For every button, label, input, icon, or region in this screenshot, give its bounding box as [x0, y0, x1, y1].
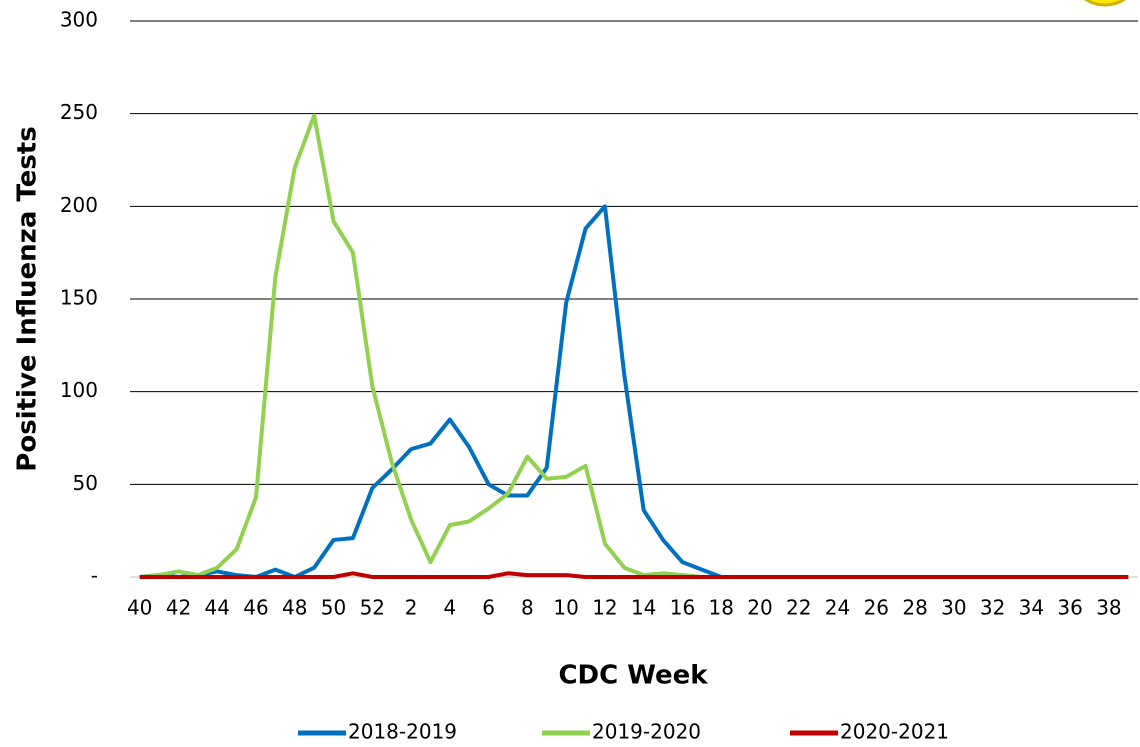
- x-tick-label: 42: [166, 596, 191, 620]
- x-tick-label: 24: [825, 596, 850, 620]
- logo: [1084, 0, 1126, 7]
- x-tick-label: 46: [243, 596, 268, 620]
- x-tick-label: 48: [282, 596, 307, 620]
- x-tick-label: 6: [482, 596, 495, 620]
- y-tick-label: -: [91, 564, 98, 588]
- y-tick-label: 50: [73, 471, 98, 495]
- x-tick-label: 16: [670, 596, 695, 620]
- x-tick-label: 38: [1096, 596, 1121, 620]
- legend-label: 2019-2020: [592, 720, 701, 744]
- y-axis-label: Positive Influenza Tests: [13, 126, 43, 471]
- x-tick-label: 30: [941, 596, 966, 620]
- series-line: [139, 113, 1129, 579]
- x-tick-label: 28: [902, 596, 927, 620]
- x-tick-label: 52: [360, 596, 385, 620]
- y-tick-label: 250: [60, 100, 98, 124]
- y-tick-label: 200: [60, 193, 98, 217]
- x-tick-label: 12: [592, 596, 617, 620]
- x-tick-label: 10: [553, 596, 578, 620]
- x-tick-label: 36: [1057, 596, 1082, 620]
- series-line: [139, 571, 1129, 579]
- x-tick-label: 50: [321, 596, 346, 620]
- x-tick-label: 2: [405, 596, 418, 620]
- x-axis-label: CDC Week: [558, 661, 708, 691]
- x-tick-label: 44: [205, 596, 230, 620]
- x-tick-label: 14: [631, 596, 656, 620]
- x-tick-label: 40: [127, 596, 152, 620]
- x-tick-label: 4: [443, 596, 456, 620]
- x-tick-label: 18: [709, 596, 734, 620]
- y-tick-label: 300: [60, 8, 98, 32]
- x-tick-label: 20: [747, 596, 772, 620]
- x-tick-label: 26: [864, 596, 889, 620]
- x-tick-label: 32: [980, 596, 1005, 620]
- x-tick-label: 22: [786, 596, 811, 620]
- legend-label: 2018-2019: [348, 720, 457, 744]
- x-tick-label: 8: [521, 596, 534, 620]
- x-tick-label: 34: [1019, 596, 1044, 620]
- legend-label: 2020-2021: [840, 720, 949, 744]
- y-tick-label: 150: [60, 286, 98, 310]
- y-tick-label: 100: [60, 378, 98, 402]
